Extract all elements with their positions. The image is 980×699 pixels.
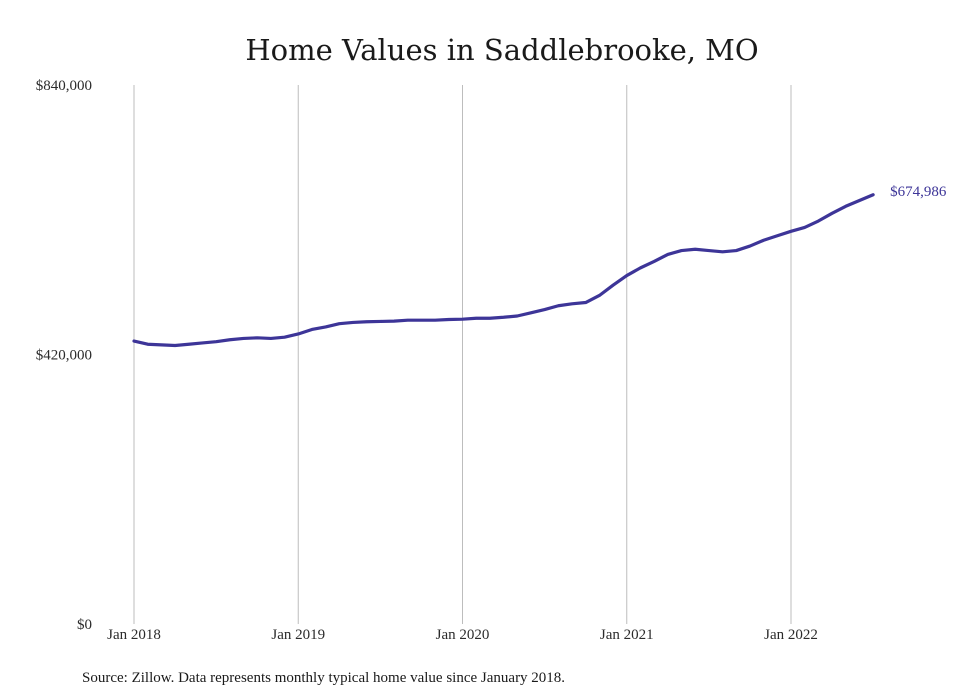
- chart-title: Home Values in Saddlebrooke, MO: [245, 33, 758, 67]
- y-tick-label: $0: [77, 617, 92, 633]
- x-tick-label: Jan 2019: [271, 627, 325, 643]
- grid-lines: [133, 85, 792, 624]
- y-tick-label: $420,000: [36, 348, 92, 364]
- x-tick-label: Jan 2020: [436, 627, 490, 643]
- x-tick-label: Jan 2022: [764, 627, 818, 643]
- y-tick-label: $840,000: [36, 78, 92, 94]
- source-note: Source: Zillow. Data represents monthly …: [82, 670, 565, 686]
- end-value-label: $674,986: [890, 184, 947, 200]
- x-tick-label: Jan 2018: [107, 627, 161, 643]
- y-axis: $0 $420,000 $840,000: [36, 78, 92, 633]
- series-line: [132, 193, 875, 348]
- x-tick-label: Jan 2021: [600, 627, 654, 643]
- x-axis: Jan 2018 Jan 2019 Jan 2020 Jan 2021 Jan 2022: [107, 627, 818, 643]
